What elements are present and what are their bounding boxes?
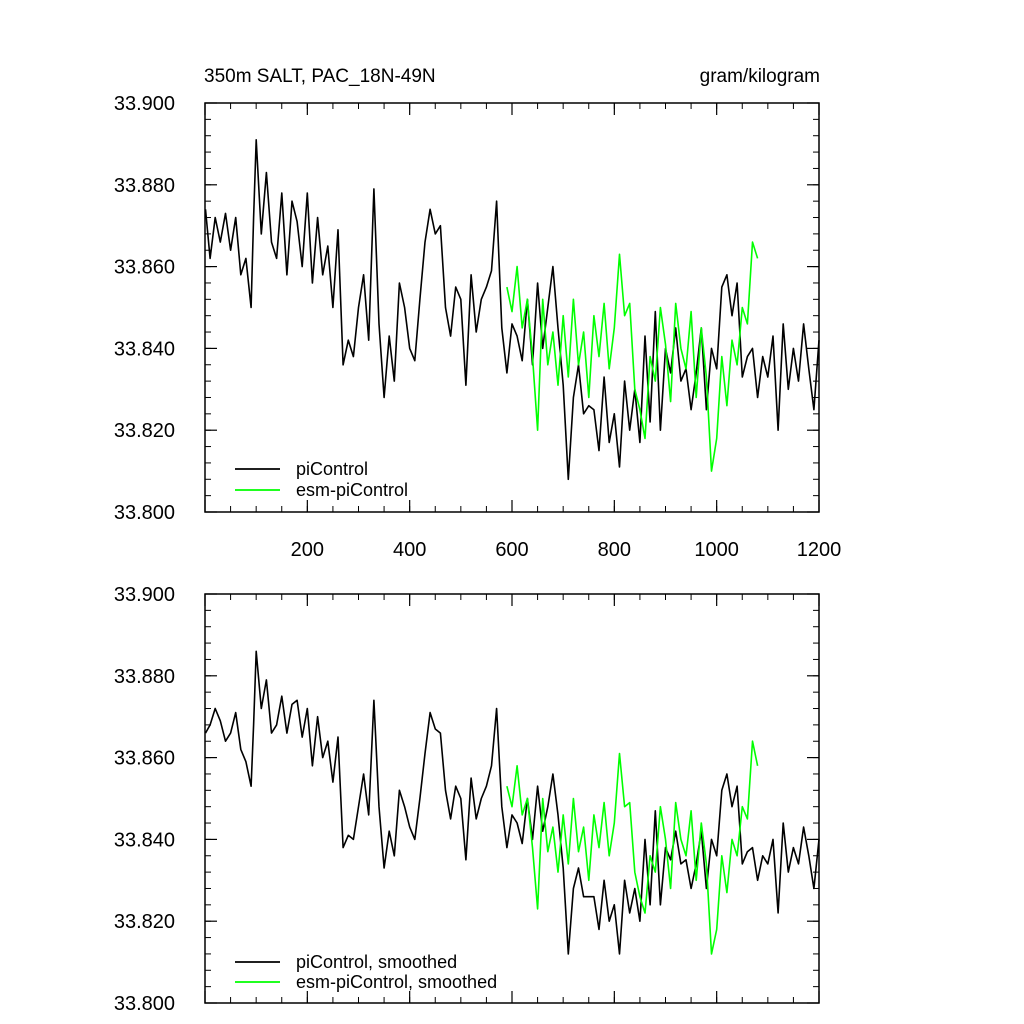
top-x-tick-label: 1200 (797, 539, 842, 561)
bottom-y-tick-label: 33.800 (114, 993, 175, 1015)
bottom-y-tick-label: 33.860 (114, 748, 175, 770)
top-x-tick-label: 400 (393, 539, 426, 561)
bottom-series-group (204, 650, 820, 955)
top-y-tick-label: 33.880 (114, 175, 175, 197)
top-x-tick-label: 200 (291, 539, 324, 561)
legend-label-esm-picontrol-smoothed: esm-piControl, smoothed (296, 972, 497, 992)
legend-label-esm-picontrol: esm-piControl (296, 480, 408, 500)
top-y-tick-label: 33.840 (114, 338, 175, 360)
top-series-group (204, 139, 820, 481)
top-series-line-esm-picontrol (506, 241, 759, 472)
bottom-plot-frame (204, 593, 820, 1004)
top-chart-panel: 350m SALT, PAC_18N-49N gram/kilogram 33.… (114, 66, 841, 561)
bottom-series-line-picontrol (204, 650, 820, 955)
bottom-series-line-esm-picontrol (506, 740, 759, 955)
top-y-tick-label: 33.820 (114, 420, 175, 442)
top-plot-frame (204, 102, 820, 513)
top-legend: piControl esm-piControl (235, 459, 408, 500)
bottom-y-tick-label: 33.840 (114, 829, 175, 851)
bottom-y-tick-label: 33.900 (114, 584, 175, 606)
top-y-tick-label: 33.860 (114, 257, 175, 279)
top-x-tick-label: 800 (598, 539, 631, 561)
top-x-tick-label: 1000 (694, 539, 739, 561)
bottom-legend: piControl, smoothed esm-piControl, smoot… (235, 952, 497, 992)
bottom-y-tick-label: 33.820 (114, 911, 175, 933)
top-y-tick-label: 33.900 (114, 93, 175, 115)
legend-label-picontrol-smoothed: piControl, smoothed (296, 952, 457, 972)
top-x-tick-label: 600 (495, 539, 528, 561)
chart-title: 350m SALT, PAC_18N-49N (204, 66, 436, 87)
top-series-line-picontrol (204, 139, 820, 481)
units-label: gram/kilogram (700, 66, 820, 87)
legend-label-picontrol: piControl (296, 459, 368, 479)
top-y-tick-label: 33.800 (114, 502, 175, 524)
bottom-y-tick-label: 33.880 (114, 666, 175, 688)
bottom-axis-group: 33.800 33.820 33.840 33.860 33.880 33.900 (114, 584, 820, 1015)
bottom-chart-panel: 33.800 33.820 33.840 33.860 33.880 33.900 piC… (114, 584, 820, 1015)
